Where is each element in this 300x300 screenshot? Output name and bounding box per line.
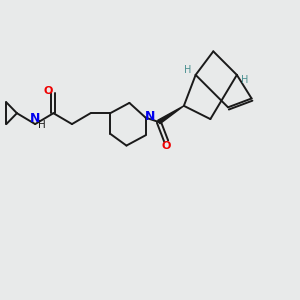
Text: N: N xyxy=(30,112,40,125)
Text: H: H xyxy=(242,75,249,85)
Text: H: H xyxy=(38,120,46,130)
Text: N: N xyxy=(145,110,155,123)
Text: H: H xyxy=(184,64,191,75)
Polygon shape xyxy=(158,106,184,124)
Text: O: O xyxy=(44,86,53,96)
Text: O: O xyxy=(161,142,171,152)
